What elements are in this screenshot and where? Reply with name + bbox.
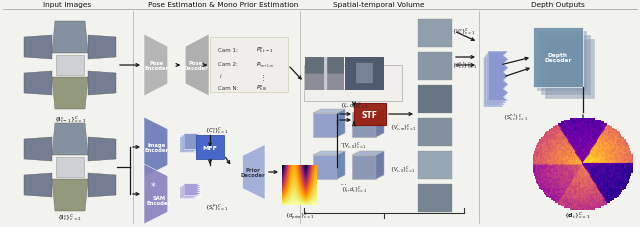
FancyBboxPatch shape	[533, 28, 583, 88]
Text: MFF: MFF	[203, 145, 218, 150]
Polygon shape	[24, 72, 52, 96]
Text: Pose Estimation & Mono Prior Estimation: Pose Estimation & Mono Prior Estimation	[148, 2, 298, 8]
Text: SAM
Encoder: SAM Encoder	[147, 195, 171, 205]
Polygon shape	[486, 54, 507, 104]
Polygon shape	[337, 151, 345, 179]
FancyBboxPatch shape	[418, 20, 452, 48]
Polygon shape	[182, 185, 200, 197]
Polygon shape	[545, 40, 595, 100]
Text: $\{V_{c,0}\}^C_{c=1}$: $\{V_{c,0}\}^C_{c=1}$	[390, 164, 415, 175]
Polygon shape	[376, 109, 384, 137]
Polygon shape	[485, 56, 506, 106]
Text: $\{\mathbf{d}_t\}^C_{c=1}$: $\{\mathbf{d}_t\}^C_{c=1}$	[564, 210, 590, 220]
Text: $P^o_{t,t-1}$: $P^o_{t,t-1}$	[256, 45, 273, 54]
Polygon shape	[376, 151, 384, 179]
Text: STF: STF	[362, 110, 378, 119]
Text: i: i	[220, 74, 221, 79]
Polygon shape	[144, 164, 168, 224]
Text: Prior
Decoder: Prior Decoder	[241, 167, 266, 178]
Text: $\{V^c_t\}^C_{c=1}$: $\{V^c_t\}^C_{c=1}$	[452, 27, 476, 37]
Text: Cam N:: Cam N:	[218, 85, 239, 90]
FancyBboxPatch shape	[418, 151, 452, 179]
Text: $\{S^{e,t}_{t,c}\}^C_{c=1}$: $\{S^{e,t}_{t,c}\}^C_{c=1}$	[503, 112, 528, 123]
Text: $P_{i_{m+1,m}}$: $P_{i_{m+1,m}}$	[256, 60, 274, 69]
Text: ...: ...	[339, 178, 347, 187]
Polygon shape	[182, 135, 200, 151]
Polygon shape	[352, 155, 376, 179]
Polygon shape	[243, 145, 265, 200]
Polygon shape	[52, 22, 88, 54]
FancyBboxPatch shape	[418, 53, 452, 81]
Text: Cam 2:: Cam 2:	[218, 62, 238, 67]
Polygon shape	[144, 118, 168, 177]
Text: $\vdots$: $\vdots$	[259, 73, 265, 82]
Text: Pose
Encoder: Pose Encoder	[145, 60, 169, 71]
Polygon shape	[180, 187, 198, 199]
Text: Spatial-temporal Volume: Spatial-temporal Volume	[333, 2, 424, 8]
Polygon shape	[88, 137, 116, 161]
Polygon shape	[88, 72, 116, 96]
Text: $\{I_t, d_t\}^C_{c=1}$: $\{I_t, d_t\}^C_{c=1}$	[341, 184, 367, 195]
Text: $\{\mathbf{I}^c_{t-1}\}^C_{c=1}$: $\{\mathbf{I}^c_{t-1}\}^C_{c=1}$	[54, 114, 86, 125]
Polygon shape	[313, 109, 345, 114]
Text: $\{V_{c,0}\}^C_{c=1}$: $\{V_{c,0}\}^C_{c=1}$	[341, 140, 367, 151]
Polygon shape	[88, 36, 116, 60]
FancyBboxPatch shape	[210, 38, 288, 93]
Polygon shape	[52, 123, 88, 155]
Text: Pose
Decoder: Pose Decoder	[184, 60, 209, 71]
Text: $\{I_t, d_t\}^C_{c=1}$: $\{I_t, d_t\}^C_{c=1}$	[340, 100, 368, 111]
Polygon shape	[184, 184, 202, 196]
Text: Cam 1:: Cam 1:	[218, 47, 238, 52]
Polygon shape	[313, 151, 345, 155]
Polygon shape	[352, 151, 384, 155]
Text: $P^o_{t,N}$: $P^o_{t,N}$	[256, 83, 268, 92]
Polygon shape	[52, 78, 88, 109]
FancyBboxPatch shape	[418, 118, 452, 146]
FancyBboxPatch shape	[418, 86, 452, 114]
Polygon shape	[52, 179, 88, 211]
Polygon shape	[352, 109, 384, 114]
Polygon shape	[541, 36, 591, 96]
Text: Depth Outputs: Depth Outputs	[531, 2, 585, 8]
Polygon shape	[185, 35, 209, 96]
FancyBboxPatch shape	[56, 157, 84, 177]
Text: Input Images: Input Images	[43, 2, 92, 8]
Polygon shape	[24, 173, 52, 197]
Polygon shape	[352, 114, 376, 137]
Polygon shape	[88, 173, 116, 197]
Text: $\{d_{prior}\}^C_{c=1}$: $\{d_{prior}\}^C_{c=1}$	[285, 209, 315, 221]
Polygon shape	[313, 114, 337, 137]
Text: $\{S^{e,t}_{t,c}\}^C_{c=1}$: $\{S^{e,t}_{t,c}\}^C_{c=1}$	[452, 61, 477, 71]
Text: ...: ...	[339, 136, 347, 145]
Polygon shape	[537, 32, 587, 92]
Text: Image
Encoder: Image Encoder	[145, 142, 169, 153]
FancyBboxPatch shape	[56, 56, 84, 76]
Text: $\{V_{c,m}\}^C_{c=1}$: $\{V_{c,m}\}^C_{c=1}$	[390, 122, 417, 133]
Text: $\{\mathbf{I}^c_t\}^C_{c=1}$: $\{\mathbf{I}^c_t\}^C_{c=1}$	[58, 212, 83, 222]
Polygon shape	[184, 134, 202, 150]
Polygon shape	[488, 52, 509, 101]
Polygon shape	[337, 109, 345, 137]
FancyBboxPatch shape	[304, 66, 402, 101]
Text: Depth
Decoder: Depth Decoder	[544, 52, 572, 63]
Polygon shape	[24, 137, 52, 161]
Polygon shape	[144, 35, 168, 96]
FancyBboxPatch shape	[354, 104, 386, 126]
Polygon shape	[313, 155, 337, 179]
Text: $\{S^p_t\}^C_{c=1}$: $\{S^p_t\}^C_{c=1}$	[205, 202, 228, 212]
FancyBboxPatch shape	[418, 184, 452, 212]
Polygon shape	[24, 36, 52, 60]
FancyBboxPatch shape	[196, 135, 224, 159]
Text: *: *	[150, 181, 156, 191]
Polygon shape	[483, 58, 504, 108]
Polygon shape	[180, 137, 198, 153]
Text: $\{C^c_t\}^C_{c=1}$: $\{C^c_t\}^C_{c=1}$	[205, 125, 228, 136]
